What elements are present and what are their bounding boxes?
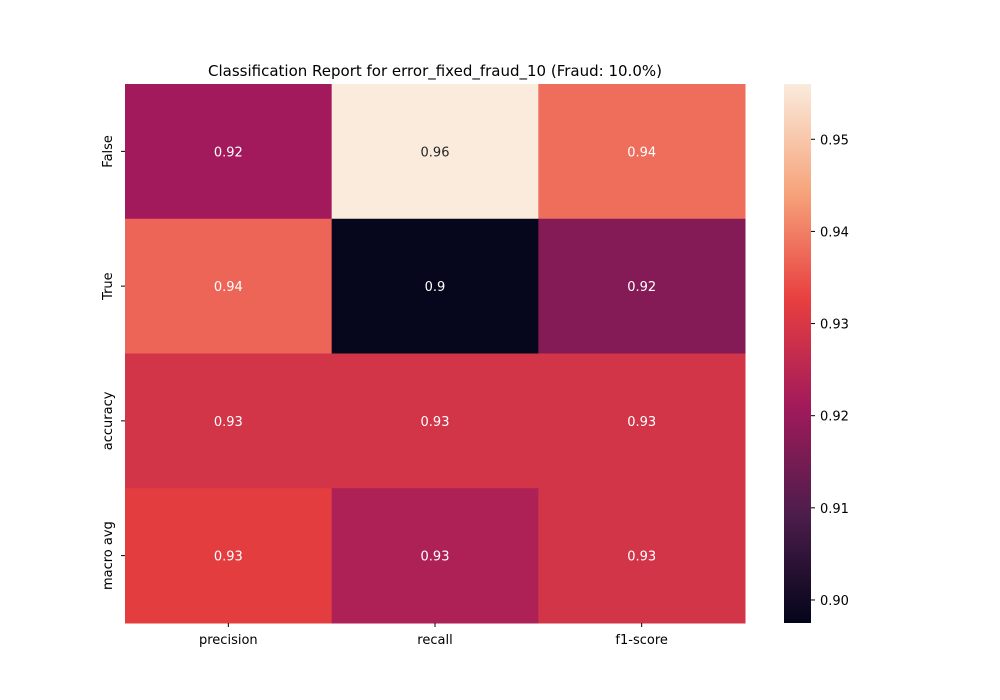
x-tick-label: f1-score: [615, 633, 667, 648]
cell-value-label: 0.93: [214, 550, 243, 565]
heatmap-cell: [331, 353, 539, 489]
colorbar-tick-label: 0.92: [820, 410, 849, 425]
cell-value-label: 0.93: [627, 550, 656, 565]
colorbar: 0.90 0.91 0.92 0.93 0.94 0.95: [784, 84, 849, 623]
cell-value-label: 0.93: [627, 415, 656, 430]
heatmap-cell: [125, 84, 333, 220]
heatmap-cell: [538, 488, 746, 624]
colorbar-tick-label: 0.90: [820, 594, 849, 609]
colorbar-tick-label: 0.93: [820, 318, 849, 333]
y-tick-label: accuracy: [101, 391, 116, 450]
heatmap-cell: [331, 84, 539, 220]
cell-value-label: 0.93: [421, 415, 450, 430]
colorbar-gradient: [784, 84, 811, 623]
heatmap-cell: [538, 353, 746, 489]
cell-value-label: 0.93: [421, 550, 450, 565]
heatmap-cell: [538, 218, 746, 354]
cell-value-label: 0.9: [425, 280, 446, 295]
cell-value-label: 0.93: [214, 415, 243, 430]
heatmap-cell: [331, 488, 539, 624]
heatmap-cell: [538, 84, 746, 220]
heatmap-cell: [125, 353, 333, 489]
x-tick-label: precision: [199, 633, 258, 648]
x-tick-label: recall: [417, 633, 452, 648]
heatmap-cell: [125, 488, 333, 624]
y-axis: False True accuracy macro avg: [101, 135, 125, 590]
colorbar-tick-label: 0.95: [820, 133, 849, 148]
colorbar-tick-label: 0.94: [820, 225, 849, 240]
y-tick-label: False: [101, 135, 116, 168]
cell-value-label: 0.94: [214, 280, 243, 295]
cell-value-label: 0.94: [627, 145, 656, 160]
x-axis: precision recall f1-score: [199, 623, 668, 648]
cell-value-label: 0.96: [421, 145, 450, 160]
y-tick-label: True: [101, 272, 116, 301]
heatmap-cells: 0.92 0.96 0.94 0.94 0.9 0.92 0.93 0.93 0.93 0.93 0…: [125, 84, 746, 624]
heatmap-cell: [331, 218, 539, 354]
cell-value-label: 0.92: [627, 280, 656, 295]
chart-title: Classification Report for error_fixed_fr…: [208, 62, 662, 81]
y-tick-label: macro avg: [101, 521, 116, 590]
colorbar-tick-label: 0.91: [820, 502, 849, 517]
heatmap-cell: [125, 218, 333, 354]
cell-value-label: 0.92: [214, 145, 243, 160]
